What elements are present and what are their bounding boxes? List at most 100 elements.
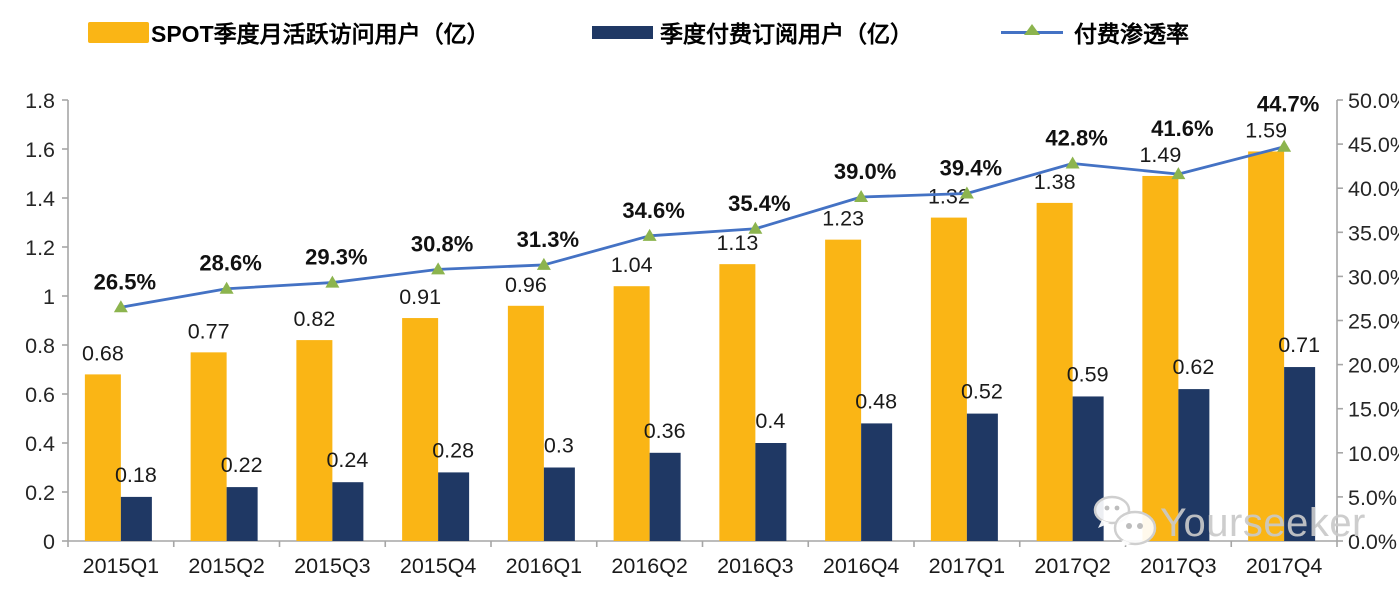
mau-bars: [84, 151, 1285, 541]
mau-value-label: 0.91: [399, 285, 441, 309]
x-axis-category-label: 2017Q1: [929, 554, 1006, 578]
x-axis-category-label: 2017Q4: [1246, 554, 1323, 578]
left-axis-tick-label: 0: [43, 530, 55, 554]
x-axis-category-label: 2016Q4: [823, 554, 900, 578]
penetration-value-label: 42.8%: [1045, 126, 1107, 151]
triangle-marker-icon: [642, 228, 657, 241]
subscriber-value-labels: 0.18 0.22 0.24 0.28 0.3 0.36 0.4 0.48 0.52 0.59 0.…: [115, 333, 1320, 487]
penetration-value-label: 28.6%: [199, 251, 261, 276]
left-axis-tick-label: 0.2: [25, 481, 55, 505]
penetration-value-label: 44.7%: [1257, 91, 1319, 116]
mau-bar: [613, 286, 650, 541]
mau-value-label: 0.96: [505, 273, 547, 297]
triangle-marker-icon: [1024, 23, 1040, 35]
left-axis-tick-label: 1.6: [25, 138, 55, 162]
subscriber-value-label: 0.28: [432, 438, 474, 462]
triangle-marker-icon: [1171, 167, 1186, 180]
mau-value-label: 0.82: [293, 307, 335, 331]
mau-bar: [296, 340, 333, 541]
subscriber-value-label: 0.48: [855, 389, 897, 413]
left-axis-tick-label: 1.8: [25, 89, 55, 113]
subscriber-value-label: 0.4: [755, 409, 785, 433]
subscriber-value-label: 0.62: [1172, 355, 1214, 379]
mau-bar: [1142, 175, 1179, 541]
subscriber-value-label: 0.52: [961, 380, 1003, 404]
x-axis-category-label: 2016Q3: [717, 554, 794, 578]
right-axis-tick-label: 20.0%: [1348, 354, 1399, 378]
penetration-value-label: 39.4%: [940, 155, 1002, 180]
subscriber-value-label: 0.22: [221, 453, 263, 477]
mau-swatch: [88, 21, 149, 43]
right-axis-tick-label: 0.0%: [1348, 530, 1397, 554]
right-axis-tick-label: 45.0%: [1348, 133, 1399, 157]
x-axis-labels: 2015Q1 2015Q2 2015Q3 2015Q4 2016Q1 2016Q2 2016…: [83, 554, 1323, 578]
penetration-value-label: 30.8%: [411, 231, 473, 256]
subscriber-value-label: 0.3: [544, 434, 574, 458]
right-axis-tick-label: 40.0%: [1348, 177, 1399, 201]
x-axis-category-label: 2017Q2: [1034, 554, 1111, 578]
penetration-value-label: 31.3%: [517, 227, 579, 252]
mau-value-label: 1.49: [1139, 143, 1181, 167]
subscriber-bar: [332, 482, 364, 541]
mau-value-label: 1.59: [1245, 118, 1287, 142]
subscriber-bars: [120, 367, 1316, 541]
mau-bar: [930, 217, 967, 541]
subscriber-bar: [438, 472, 470, 541]
subscriber-bar: [861, 423, 893, 541]
legend-mau-label: SPOT季度月活跃访问用户（亿）: [151, 21, 490, 47]
triangle-marker-icon: [1065, 156, 1080, 169]
penetration-value-label: 39.0%: [834, 159, 896, 184]
x-axis-category-label: 2015Q4: [400, 554, 477, 578]
left-axis-tick-label: 1: [43, 285, 55, 309]
mau-bar: [825, 239, 862, 541]
penetration-value-label: 35.4%: [728, 191, 790, 216]
mau-value-labels: 0.680.770.820.910.961.041.131.231.321.38…: [82, 118, 1287, 365]
triangle-marker-icon: [854, 190, 869, 203]
right-axis-tick-label: 35.0%: [1348, 221, 1399, 245]
x-axis-category-label: 2017Q3: [1140, 554, 1217, 578]
subscriber-bar: [1178, 389, 1210, 541]
legend-item-subscribers: 季度付费订阅用户（亿）: [592, 15, 913, 49]
mau-bar: [1036, 202, 1073, 541]
penetration-value-label: 29.3%: [305, 245, 367, 270]
triangle-marker-icon: [536, 257, 551, 270]
x-axis-category-label: 2015Q1: [83, 554, 160, 578]
x-axis-category-label: 2016Q2: [611, 554, 688, 578]
penetration-value-label: 26.5%: [94, 269, 156, 294]
penetration-line: [120, 145, 1285, 309]
right-axis-tick-label: 30.0%: [1348, 265, 1399, 289]
left-axis-tick-label: 1.4: [25, 187, 55, 211]
subscriber-bar: [649, 452, 681, 541]
right-axis-tick-label: 50.0%: [1348, 89, 1399, 113]
mau-bar: [190, 352, 227, 541]
penetration-line-sample: [1001, 23, 1063, 35]
penetration-value-label: 34.6%: [622, 198, 684, 223]
right-axis-tick-label: 10.0%: [1348, 442, 1399, 466]
right-axis-tick-label: 25.0%: [1348, 310, 1399, 334]
triangle-marker-icon: [1277, 139, 1292, 152]
right-axis-tick-label: 5.0%: [1348, 486, 1397, 510]
subscriber-bar: [543, 467, 575, 541]
mau-value-label: 1.13: [716, 231, 758, 255]
x-axis-category-label: 2016Q1: [506, 554, 583, 578]
legend-item-penetration: 付费渗透率: [1001, 15, 1189, 49]
subscriber-bar: [755, 443, 787, 541]
subscriber-value-label: 0.18: [115, 463, 157, 487]
subscriber-value-label: 0.36: [644, 419, 686, 443]
subscriber-bar: [226, 487, 258, 541]
axes: 1.8 1.6 1.4 1.2 1 0.8 0.6 0.4 0.2 0 50.0% 45.0% 40.0…: [25, 89, 1399, 554]
subscriber-bar: [966, 413, 998, 541]
legend-item-mau: SPOT季度月活跃访问用户（亿）: [88, 15, 490, 49]
left-axis-tick-label: 0.8: [25, 334, 55, 358]
triangle-marker-icon: [431, 262, 446, 275]
mau-bar: [507, 305, 544, 541]
x-axis-category-label: 2015Q2: [188, 554, 265, 578]
legend-subscribers-label: 季度付费订阅用户（亿）: [660, 21, 913, 47]
mau-value-label: 0.68: [82, 341, 124, 365]
legend-penetration-label: 付费渗透率: [1074, 21, 1189, 47]
penetration-markers: [113, 139, 1292, 313]
mau-bar: [84, 374, 121, 541]
triangle-marker-icon: [219, 281, 234, 294]
mau-value-label: 1.23: [822, 207, 864, 231]
subscriber-value-label: 0.24: [326, 448, 368, 472]
